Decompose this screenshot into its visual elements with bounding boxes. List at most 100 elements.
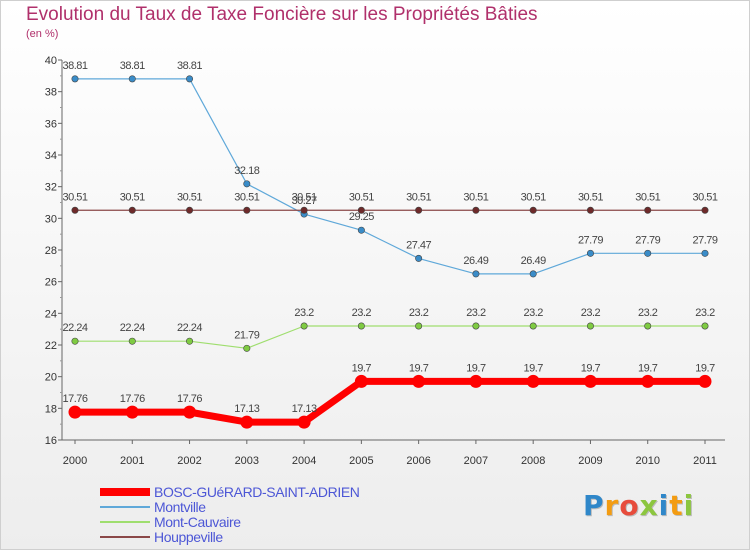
chart-title: Evolution du Taux de Taxe Foncière sur l…	[26, 4, 538, 25]
data-label: 32.18	[234, 165, 259, 177]
data-label: 30.51	[406, 191, 431, 203]
data-point	[357, 322, 365, 330]
y-tick-label: 38	[45, 87, 57, 99]
data-point	[586, 249, 594, 257]
logo-letter: i	[683, 489, 695, 522]
x-tick-label: 2010	[635, 455, 659, 467]
data-point	[412, 374, 426, 388]
x-tick-label: 2005	[349, 455, 373, 467]
data-point	[243, 344, 251, 352]
data-point	[472, 270, 480, 278]
logo-letter: P	[583, 489, 605, 522]
data-point	[128, 337, 136, 345]
x-tick-label: 2002	[177, 455, 201, 467]
data-label: 38.81	[120, 60, 145, 72]
data-label: 27.47	[406, 239, 431, 251]
data-point	[526, 374, 540, 388]
x-tick-label: 2011	[693, 455, 717, 467]
logo-letter: x	[639, 489, 659, 522]
data-label: 30.51	[578, 191, 603, 203]
data-label: 38.81	[177, 60, 202, 72]
data-label: 19.7	[638, 362, 658, 374]
data-label: 17.76	[62, 393, 87, 405]
data-point	[472, 206, 480, 214]
data-point	[357, 206, 365, 214]
data-label: 30.51	[120, 191, 145, 203]
data-label: 27.79	[578, 234, 603, 246]
data-point	[354, 374, 368, 388]
logo-letter: o	[619, 489, 640, 522]
legend-label: Houppeville	[154, 529, 223, 545]
data-label: 23.2	[581, 307, 601, 319]
data-label: 17.13	[234, 403, 259, 415]
data-point	[300, 322, 308, 330]
data-label: 19.7	[466, 362, 486, 374]
chart-subtitle: (en %)	[26, 28, 59, 40]
data-label: 30.51	[62, 191, 87, 203]
data-label: 19.7	[409, 362, 429, 374]
data-label: 22.24	[120, 322, 145, 334]
y-tick-label: 20	[45, 372, 57, 384]
data-label: 30.27	[292, 195, 317, 207]
data-point	[186, 206, 194, 214]
x-tick-label: 2007	[464, 455, 488, 467]
x-tick-label: 2009	[578, 455, 602, 467]
x-tick-label: 2003	[235, 455, 259, 467]
legend-label: Mont-Cauvaire	[154, 514, 241, 530]
data-point	[68, 405, 82, 419]
data-label: 19.7	[352, 362, 372, 374]
data-label: 23.2	[466, 307, 486, 319]
data-label: 30.51	[692, 191, 717, 203]
data-point	[71, 75, 79, 83]
data-label: 17.76	[120, 393, 145, 405]
data-label: 17.13	[292, 403, 317, 415]
data-label: 30.51	[292, 191, 317, 203]
data-point	[583, 374, 597, 388]
data-point	[529, 270, 537, 278]
data-label: 19.7	[581, 362, 601, 374]
data-label: 21.79	[234, 329, 259, 341]
y-tick-label: 32	[45, 182, 57, 194]
data-point	[469, 374, 483, 388]
series-line	[75, 377, 705, 426]
data-label: 27.79	[635, 234, 660, 246]
series-line	[75, 325, 705, 349]
data-point	[701, 322, 709, 330]
logo-letter: t	[669, 489, 684, 522]
data-label: 17.76	[177, 393, 202, 405]
x-tick-label: 2008	[521, 455, 545, 467]
y-tick-label: 34	[45, 150, 57, 162]
legend-swatch	[100, 488, 150, 496]
data-label: 19.7	[523, 362, 543, 374]
data-point	[698, 374, 712, 388]
data-label: 23.2	[409, 307, 429, 319]
y-tick-label: 24	[45, 308, 57, 320]
data-point	[125, 405, 139, 419]
data-point	[186, 75, 194, 83]
y-tick-label: 16	[45, 435, 57, 447]
data-point	[415, 322, 423, 330]
data-label: 30.51	[349, 191, 374, 203]
data-point	[240, 415, 254, 429]
y-tick-label: 36	[45, 118, 57, 130]
data-point	[472, 322, 480, 330]
data-point	[529, 322, 537, 330]
x-tick-label: 2000	[63, 455, 87, 467]
data-point	[641, 374, 655, 388]
x-tick-label: 2004	[292, 455, 316, 467]
data-point	[300, 206, 308, 214]
data-point	[529, 206, 537, 214]
data-label: 23.2	[523, 307, 543, 319]
data-label: 23.2	[638, 307, 658, 319]
data-point	[357, 226, 365, 234]
legend-swatch	[100, 506, 150, 508]
data-label: 22.24	[62, 322, 87, 334]
data-point	[243, 206, 251, 214]
proxiti-logo: Proxiti	[583, 489, 694, 522]
legend-label: Montville	[154, 499, 206, 515]
y-tick-label: 26	[45, 277, 57, 289]
data-label: 29.25	[349, 211, 374, 223]
data-point	[586, 322, 594, 330]
legend-label: BOSC-GUéRARD-SAINT-ADRIEN	[154, 484, 360, 500]
